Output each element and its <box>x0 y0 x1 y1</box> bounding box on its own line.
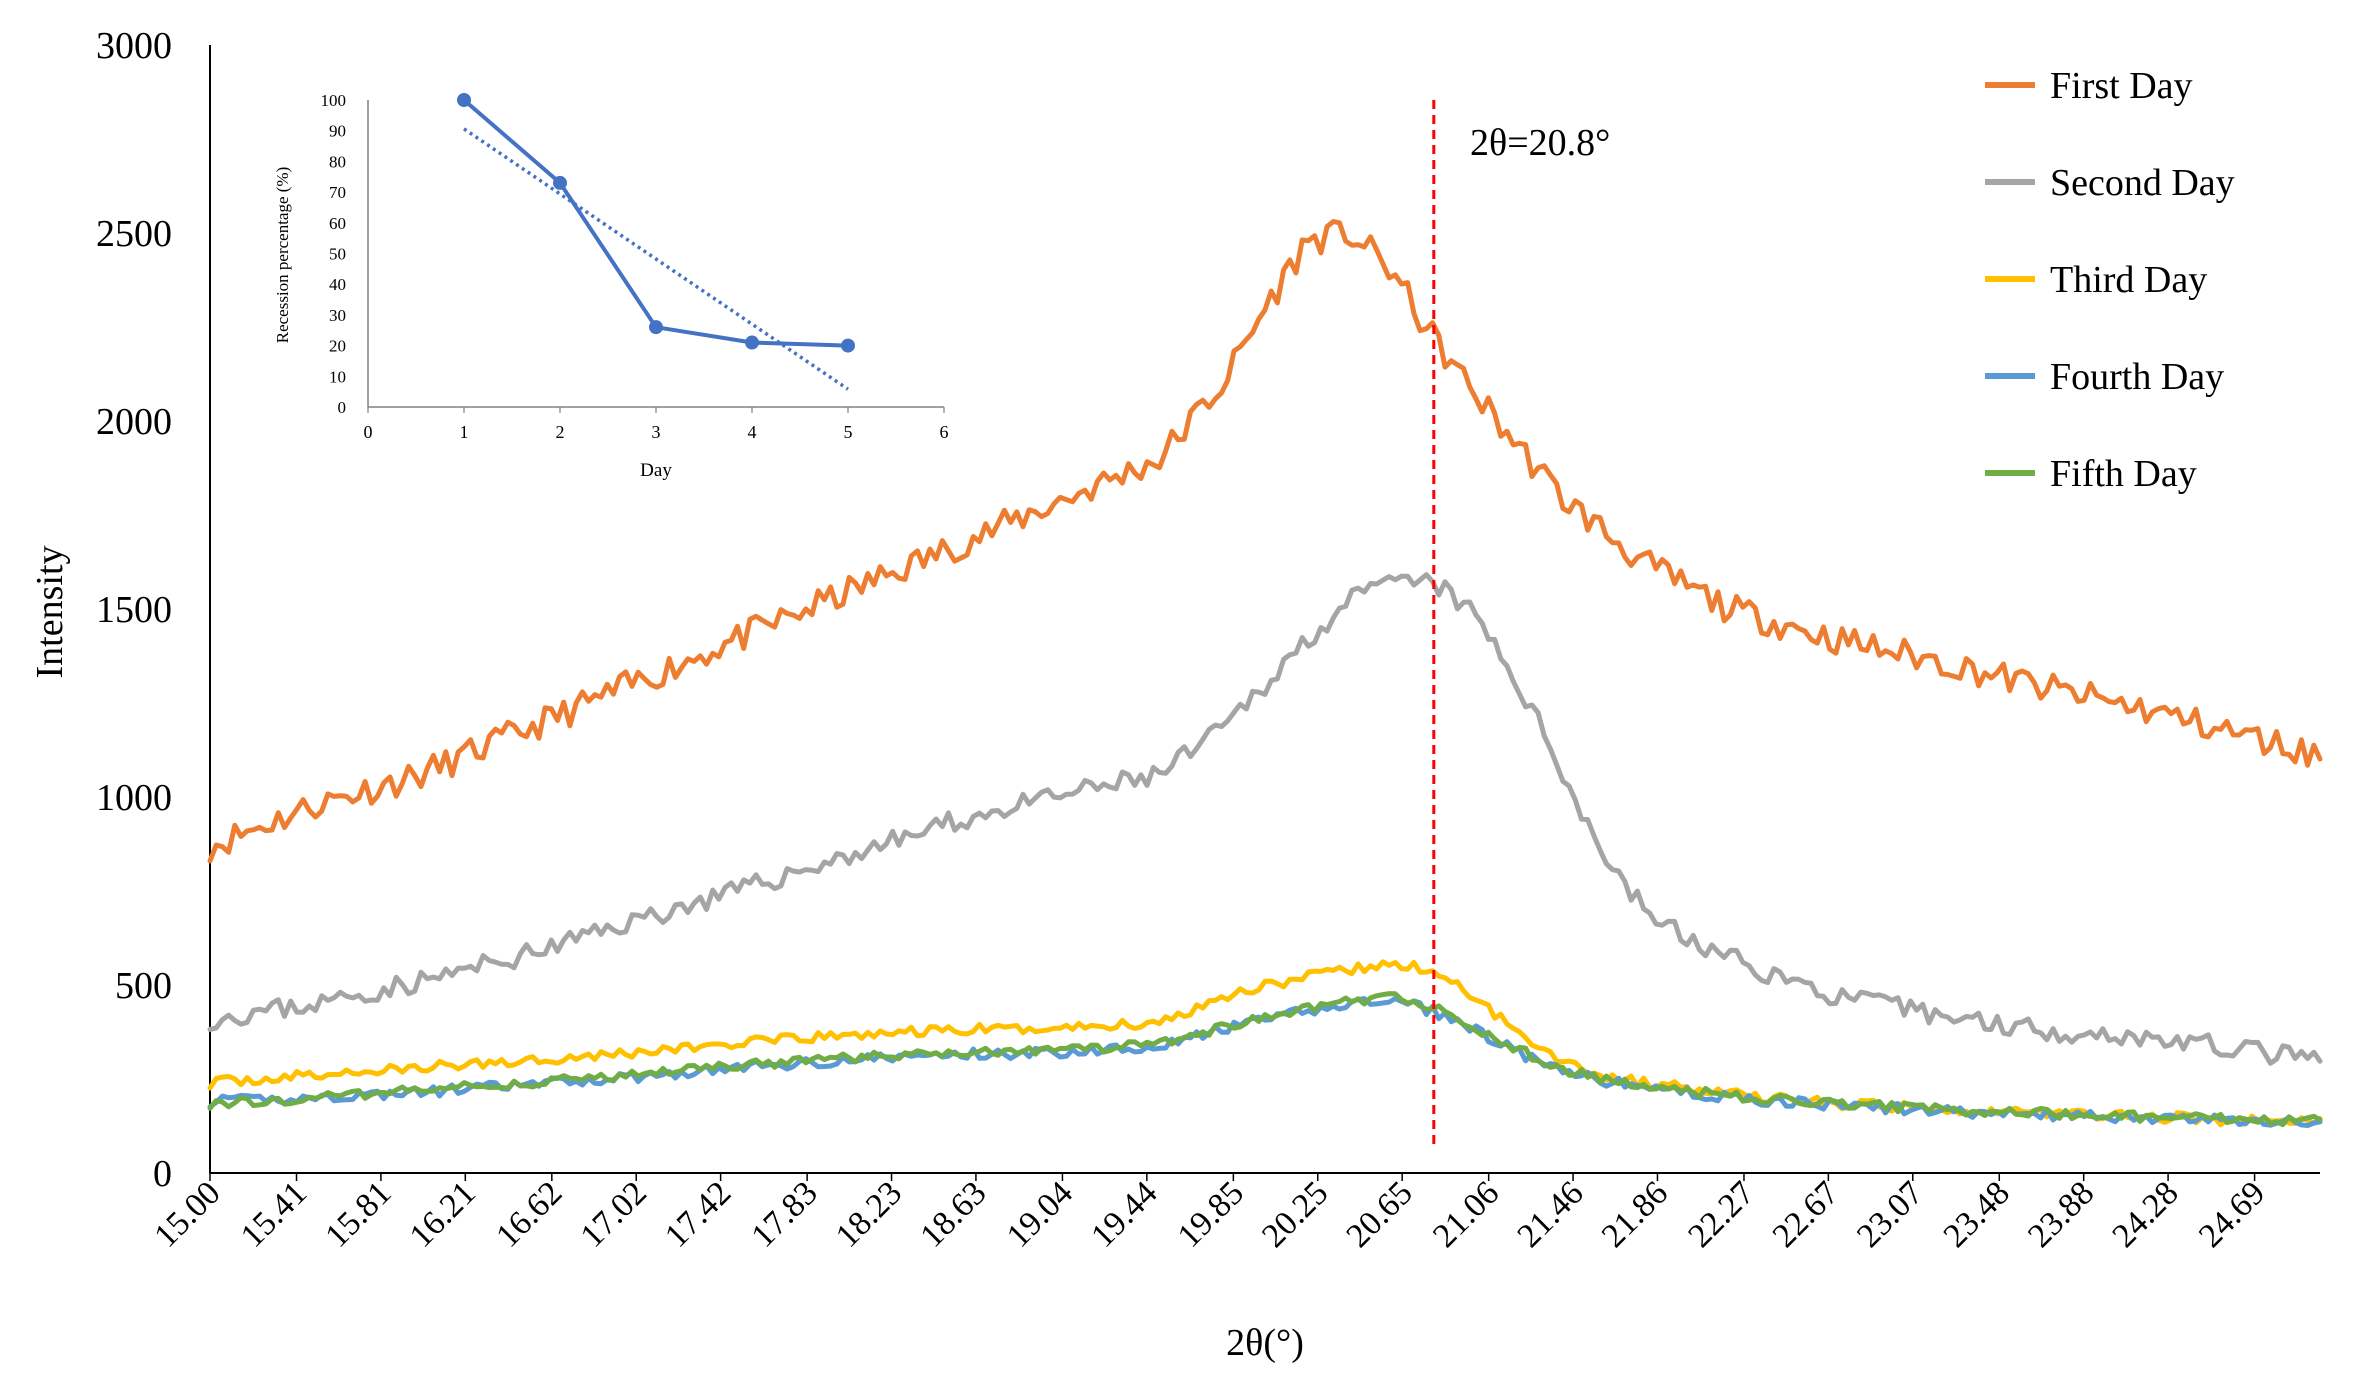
x-tick-label: 19.44 <box>1084 1174 1164 1254</box>
x-tick-label: 20.25 <box>1255 1174 1335 1254</box>
x-tick-label: 19.85 <box>1171 1174 1251 1254</box>
inset-x-tick-label: 6 <box>940 422 949 442</box>
inset-y-tick-label: 80 <box>329 152 346 171</box>
legend-label: Fifth Day <box>2050 453 2197 495</box>
x-tick-label: 16.21 <box>403 1174 483 1254</box>
peak-annotation-label: 2θ=20.8° <box>1470 122 1610 164</box>
y-tick-label: 0 <box>153 1153 172 1195</box>
inset-y-tick-label: 100 <box>321 91 347 110</box>
inset-y-tick-label: 60 <box>329 214 346 233</box>
x-axis-title: 2θ(°) <box>1226 1322 1304 1364</box>
x-tick-label: 24.69 <box>2192 1174 2272 1254</box>
x-tick-label: 15.41 <box>234 1174 314 1254</box>
inset-x-ticks: 0 1 2 3 4 5 6 <box>364 407 949 442</box>
x-tick-label: 24.28 <box>2105 1174 2185 1254</box>
legend-label: First Day <box>2050 65 2193 107</box>
inset-trendline <box>463 127 849 391</box>
series-line-second-day <box>207 572 2323 1066</box>
inset-x-tick-label: 3 <box>652 422 661 442</box>
inset-y-ticks: 0 10 20 30 40 50 60 70 80 90 100 <box>321 91 347 417</box>
x-tick-label: 16.62 <box>489 1174 569 1254</box>
y-tick-label: 3000 <box>96 25 172 67</box>
inset-series <box>457 93 855 391</box>
x-tick-label: 17.42 <box>658 1174 738 1254</box>
y-tick-label: 1000 <box>96 777 172 819</box>
x-tick-label: 19.04 <box>1000 1174 1080 1254</box>
series-line-first-day <box>207 219 2323 864</box>
x-tick-label: 23.48 <box>1937 1174 2017 1254</box>
inset-data-point <box>457 93 471 107</box>
inset-y-tick-label: 0 <box>338 398 347 417</box>
series-line-third-day <box>207 959 2323 1128</box>
x-tick-label: 18.23 <box>829 1174 909 1254</box>
x-tick-label: 17.02 <box>574 1174 654 1254</box>
x-tick-label: 18.63 <box>913 1174 993 1254</box>
x-tick-label: 21.86 <box>1595 1174 1675 1254</box>
inset-data-point <box>745 335 759 350</box>
main-series <box>207 219 2323 1128</box>
inset-data-point <box>649 320 663 335</box>
inset-recession-line <box>462 98 849 348</box>
x-tick-label: 21.46 <box>1510 1174 1590 1254</box>
x-tick-label: 23.88 <box>2021 1174 2101 1254</box>
inset-y-tick-label: 50 <box>329 245 346 264</box>
inset-y-tick-label: 90 <box>329 122 346 141</box>
legend-label: Fourth Day <box>2050 356 2224 398</box>
inset-data-point <box>841 338 855 353</box>
inset-y-tick-label: 70 <box>329 183 346 202</box>
inset-y-tick-label: 10 <box>329 367 346 386</box>
x-tick-label: 21.06 <box>1426 1174 1506 1254</box>
y-tick-label: 2500 <box>96 213 172 255</box>
y-tick-label: 1500 <box>96 589 172 631</box>
inset-y-tick-label: 40 <box>329 275 346 294</box>
series-line-fifth-day <box>207 991 2323 1128</box>
inset-x-tick-label: 5 <box>844 422 853 442</box>
x-tick-label: 20.65 <box>1340 1174 1420 1254</box>
legend-label: Second Day <box>2050 162 2235 204</box>
y-tick-label: 500 <box>115 965 172 1007</box>
y-axis-title: Intensity <box>29 546 71 679</box>
inset-x-tick-label: 0 <box>364 422 373 442</box>
inset-x-tick-label: 1 <box>460 422 469 442</box>
main-y-ticks: 0 500 1000 1500 2000 2500 3000 <box>96 25 172 1195</box>
inset-y-tick-label: 30 <box>329 306 346 325</box>
x-tick-label: 22.27 <box>1681 1174 1761 1254</box>
inset-x-tick-label: 2 <box>556 422 565 442</box>
inset-x-tick-label: 4 <box>748 422 757 442</box>
x-tick-label: 22.67 <box>1766 1174 1846 1254</box>
inset-y-axis-title: Recession percentage (%) <box>273 167 292 344</box>
inset-x-axis-title: Day <box>640 460 672 481</box>
legend: First Day Second Day Third Day Fourth Day Fi… <box>1985 65 2235 495</box>
inset-data-point <box>553 175 567 190</box>
inset-y-tick-label: 20 <box>329 337 346 356</box>
x-tick-label: 17.83 <box>745 1174 825 1254</box>
x-tick-label: 15.81 <box>318 1174 398 1254</box>
main-x-ticks: 15.00 15.41 15.81 16.21 16.62 17.02 17.42 17.83… <box>147 1173 2272 1255</box>
y-tick-label: 2000 <box>96 401 172 443</box>
inset-plot: 0 10 20 30 40 50 60 70 80 90 100 0 1 2 3 4 5 6 Recession… <box>273 91 949 481</box>
x-tick-label: 23.07 <box>1850 1174 1930 1254</box>
legend-label: Third Day <box>2050 259 2207 301</box>
